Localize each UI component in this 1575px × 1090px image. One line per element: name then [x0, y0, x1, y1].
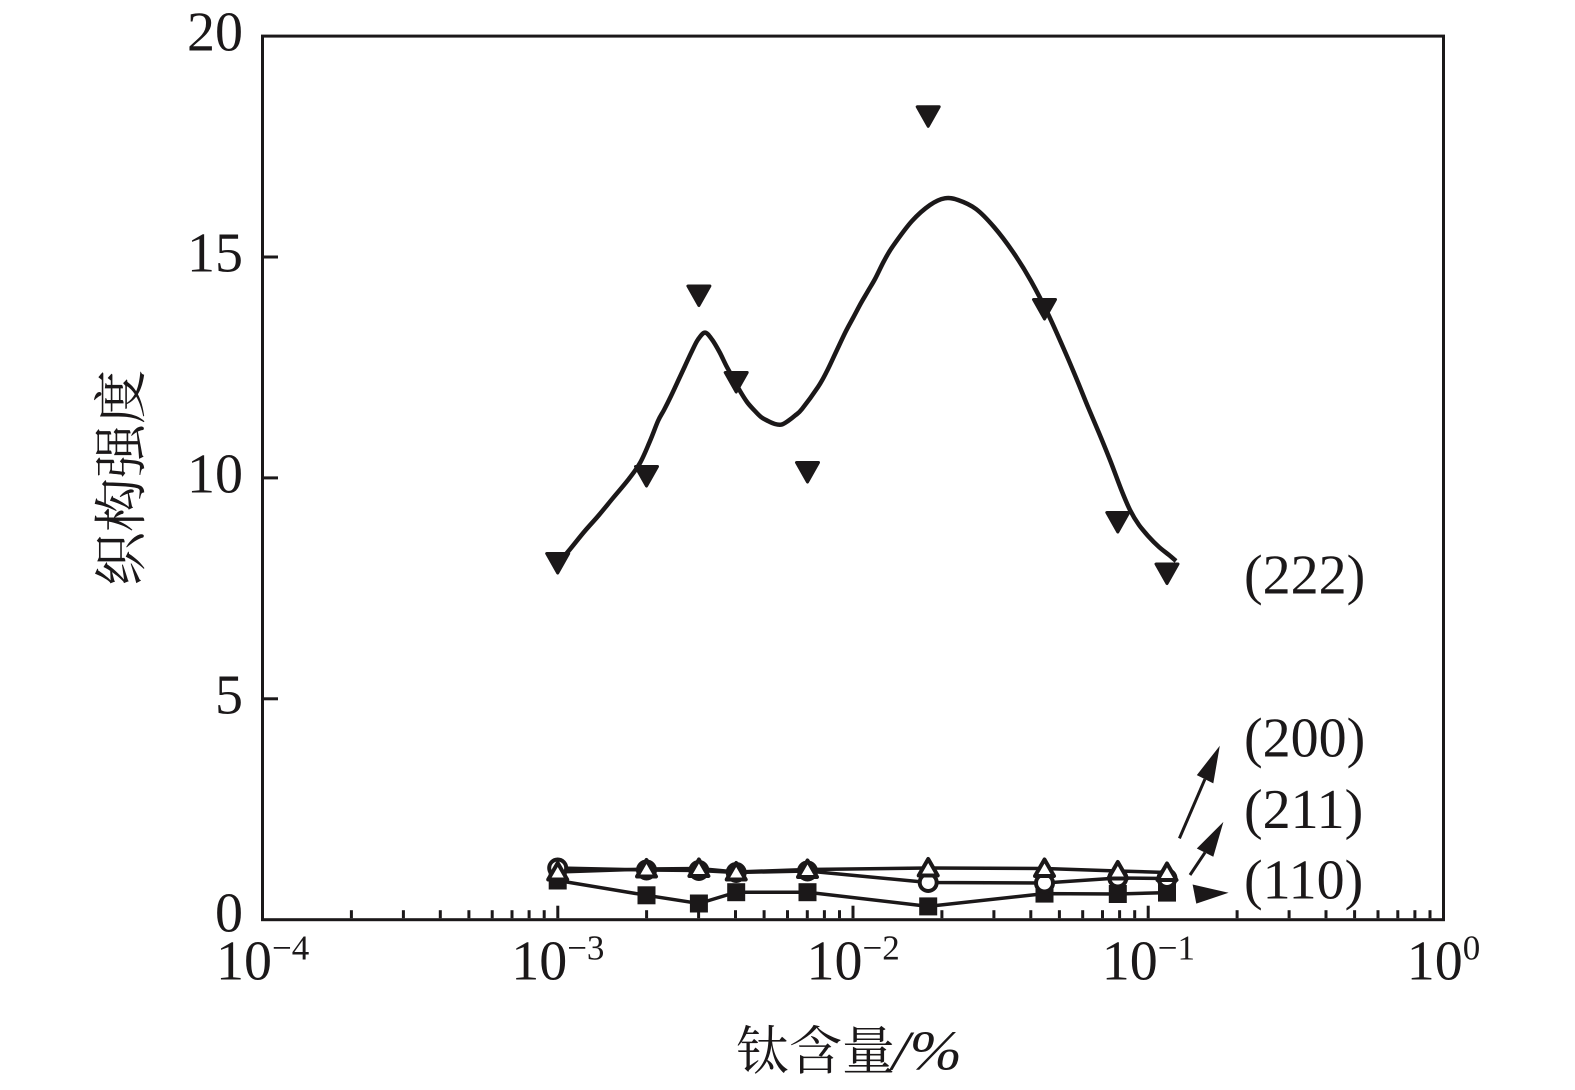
svg-text:20: 20	[187, 2, 243, 64]
svg-text:−4: −4	[272, 929, 309, 968]
svg-text:10: 10	[1102, 931, 1158, 993]
svg-text:(211): (211)	[1244, 779, 1363, 841]
svg-text:15: 15	[187, 223, 243, 285]
svg-text:10: 10	[807, 931, 863, 993]
svg-text:0: 0	[215, 883, 243, 945]
svg-text:−3: −3	[567, 929, 604, 968]
svg-text:−1: −1	[1158, 929, 1195, 968]
svg-text:(110): (110)	[1244, 850, 1363, 912]
svg-text:(200): (200)	[1244, 708, 1365, 770]
svg-text:−2: −2	[863, 929, 900, 968]
svg-text:/%: /%	[889, 1021, 962, 1083]
svg-text:5: 5	[215, 664, 243, 726]
svg-text:10: 10	[1407, 931, 1463, 993]
svg-text:10: 10	[511, 931, 567, 993]
svg-text:10: 10	[187, 443, 243, 505]
svg-text:10: 10	[216, 931, 272, 993]
svg-text:0: 0	[1463, 929, 1481, 968]
svg-text:(222): (222)	[1244, 545, 1365, 607]
